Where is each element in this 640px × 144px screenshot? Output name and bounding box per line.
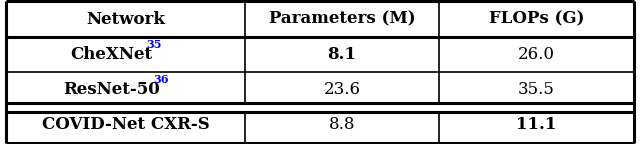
Text: 35.5: 35.5 <box>518 81 555 98</box>
Text: Network: Network <box>86 11 165 28</box>
Text: CheXNet: CheXNet <box>70 46 153 63</box>
Text: 26.0: 26.0 <box>518 46 555 63</box>
Text: COVID-Net CXR-S: COVID-Net CXR-S <box>42 116 209 133</box>
Text: 8.8: 8.8 <box>329 116 355 133</box>
Text: 35: 35 <box>147 39 162 50</box>
Text: 8.1: 8.1 <box>328 46 356 63</box>
Text: 23.6: 23.6 <box>323 81 360 98</box>
Text: Parameters (M): Parameters (M) <box>269 11 415 28</box>
Text: 11.1: 11.1 <box>516 116 557 133</box>
Text: 36: 36 <box>154 74 169 85</box>
Text: ResNet-50: ResNet-50 <box>63 81 160 98</box>
Text: FLOPs (G): FLOPs (G) <box>488 11 584 28</box>
